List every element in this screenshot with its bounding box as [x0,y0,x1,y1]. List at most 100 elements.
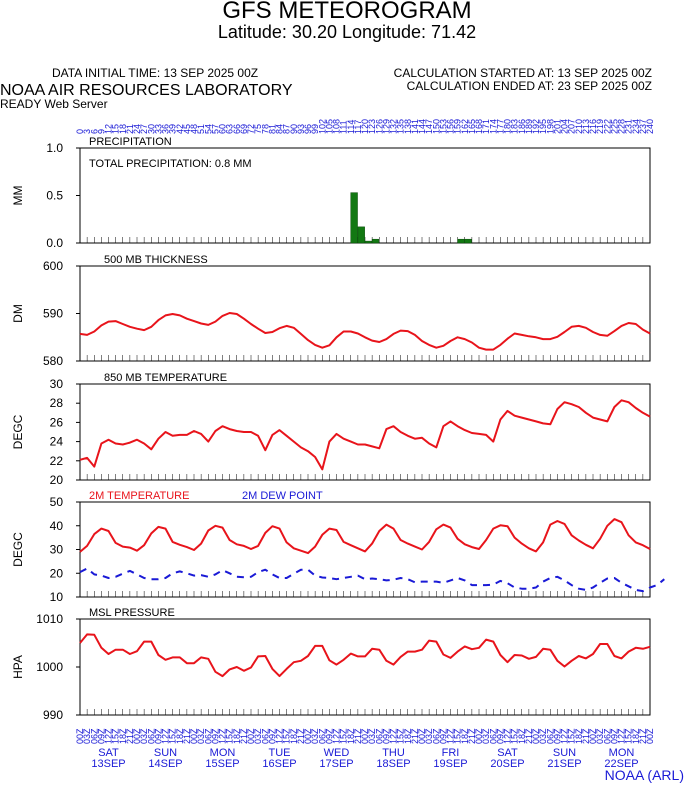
y-tick-label: 590 [43,307,63,321]
utc-time-label: 18Z [346,728,356,744]
utc-time-label: 12Z [275,728,285,744]
utc-time-label: 00Z [246,728,256,744]
forecast-hour-label: 129 [381,119,391,134]
utc-time-label: 03Z [196,728,206,744]
day-date-label: 17SEP [319,758,353,770]
utc-time-label: 00Z [417,728,427,744]
forecast-hour-label: 207 [567,119,577,134]
forecast-hour-label: 132 [389,119,399,134]
utc-time-label: 03Z [253,728,263,744]
day-date-label: 21SEP [547,758,581,770]
forecast-hour-label: 195 [538,119,548,134]
initial-time-label: DATA INITIAL TIME: 13 SEP 2025 00Z [52,66,259,80]
forecast-hour-label: 33 [153,124,163,134]
utc-time-label: 06Z [260,728,270,744]
forecast-hour-label: 153 [438,119,448,134]
y-tick-label: 600 [43,259,63,273]
y-tick-label: 22 [50,454,64,468]
utc-time-label: 06Z [602,728,612,744]
precip-total-note: TOTAL PRECIPITATION: 0.8 MM [89,158,252,170]
utc-time-label: 12Z [218,728,228,744]
forecast-hour-label: 225 [609,119,619,134]
utc-time-label: 18Z [289,728,299,744]
precip-bar [457,238,465,244]
server-name: READY Web Server [0,97,108,111]
utc-time-label: 09Z [210,728,220,744]
utc-time-label: 03Z [139,728,149,744]
utc-time-label: 06Z [317,728,327,744]
day-name-label: SAT [497,747,518,759]
utc-time-label: 21Z [182,728,192,744]
precip-bar [357,226,365,244]
forecast-hour-label: 192 [531,119,541,134]
forecast-hour-label: 3 [82,129,92,134]
utc-time-label: 21Z [581,728,591,744]
forecast-hour-label: 6 [89,129,99,134]
forecast-hour-label: 162 [460,119,470,134]
y-tick-label: 990 [43,708,63,722]
utc-time-label: 15Z [111,728,121,744]
precip-bar [364,240,373,244]
y-tick-label: 20 [50,566,64,580]
y-tick-label: 1.0 [46,141,63,155]
forecast-hour-label: 201 [552,119,562,134]
forecast-hour-label: 51 [196,124,206,134]
precip-bar [371,238,380,244]
utc-time-label: 18Z [631,728,641,744]
forecast-hour-label: 27 [139,124,149,134]
forecast-hour-label: 156 [446,119,456,134]
forecast-hour-label: 9 [96,129,106,134]
forecast-hour-label: 159 [453,119,463,134]
utc-time-label: 00Z [189,728,199,744]
utc-time-label: 06Z [374,728,384,744]
forecast-hour-label: 60 [218,124,228,134]
y-tick-label: 0.5 [46,189,63,203]
panel-label: 2M DEW POINT [242,490,323,502]
utc-time-label: 06Z [146,728,156,744]
forecast-hour-label: 99 [310,124,320,134]
series-line [79,399,651,471]
day-date-label: 18SEP [376,758,410,770]
forecast-hour-label: 180 [503,119,513,134]
lab-name: NOAA AIR RESOURCES LABORATORY [0,82,293,99]
utc-time-label: 03Z [538,728,548,744]
utc-time-label: 18Z [118,728,128,744]
day-date-label: 20SEP [490,758,524,770]
y-tick-label: 50 [50,495,64,509]
utc-time-label: 12Z [389,728,399,744]
day-date-label: 22SEP [604,758,638,770]
forecast-hour-label: 93 [296,124,306,134]
day-date-label: 13SEP [91,758,125,770]
day-name-label: TUE [269,747,291,759]
calc-ended-label: CALCULATION ENDED AT: 23 SEP 2025 00Z [406,79,652,93]
day-name-label: FRI [442,747,460,759]
y-tick-label: 24 [50,435,64,449]
day-name-label: WED [324,747,350,759]
utc-time-label: 12Z [446,728,456,744]
forecast-hour-label: 189 [524,119,534,134]
utc-time-label: 09Z [438,728,448,744]
forecast-hour-label: 171 [481,119,491,134]
forecast-hour-label: 147 [424,119,434,134]
calc-started-label: CALCULATION STARTED AT: 13 SEP 2025 00Z [393,66,652,80]
y-tick-label: 26 [50,415,64,429]
utc-time-label: 09Z [96,728,106,744]
forecast-hour-label: 198 [545,119,555,134]
forecast-hour-label: 105 [324,119,334,134]
utc-time-label: 03Z [367,728,377,744]
day-date-label: 14SEP [148,758,182,770]
utc-time-label: 12Z [104,728,114,744]
forecast-hour-label: 240 [645,119,655,134]
forecast-hour-label: 24 [132,124,142,134]
y-tick-label: 20 [50,473,64,487]
forecast-hour-label: 15 [111,124,121,134]
y-axis-label: HPA [11,655,25,679]
y-tick-label: 30 [50,377,64,391]
utc-time-label: 09Z [495,728,505,744]
forecast-hour-label: 237 [638,119,648,134]
chart-title: GFS METEOROGRAM [222,0,472,24]
utc-time-label: 00Z [360,728,370,744]
forecast-hour-label: 0 [75,129,85,134]
forecast-hour-label: 12 [104,124,114,134]
forecast-hour-label: 18 [118,124,128,134]
